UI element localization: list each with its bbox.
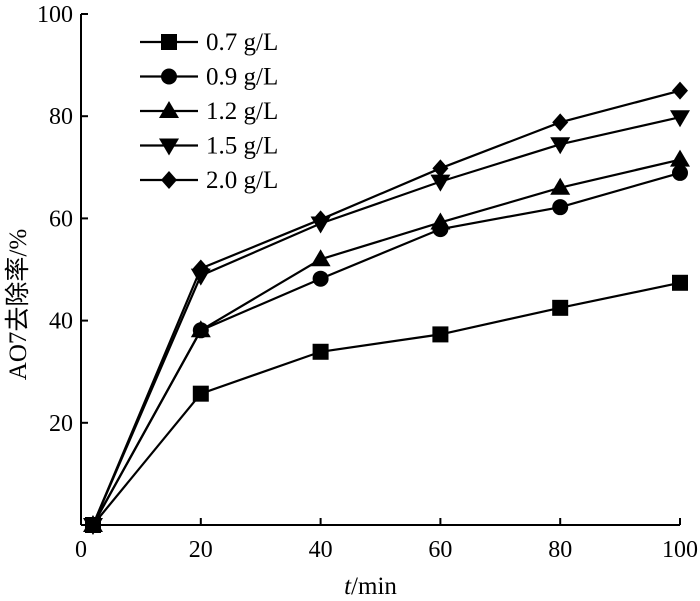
series-3-point-2 [190, 320, 211, 338]
y-tick-label-100: 100 [37, 2, 73, 28]
x-axis-title: t/min [344, 573, 397, 600]
series-3-point-5 [550, 177, 571, 195]
y-tick-label-40: 40 [49, 309, 73, 335]
legend-entry-5: 2.0 g/L [140, 167, 278, 194]
series-line-5 [91, 89, 681, 526]
series-line-4 [91, 116, 681, 526]
series-1-point-2 [192, 385, 209, 402]
legend-marker-5 [161, 171, 177, 189]
legend-label-5: 2.0 g/L [206, 167, 278, 194]
series-1-point-3 [312, 343, 329, 360]
legend-label-4: 1.5 g/L [206, 133, 278, 160]
series-5-point-2 [192, 259, 209, 278]
series-5-point-4 [432, 159, 449, 178]
x-tick-label-0: 0 [75, 537, 87, 563]
series-4-point-6 [670, 110, 690, 128]
series-1-point-4 [432, 326, 449, 343]
y-tick-label-80: 80 [49, 104, 73, 130]
series-3-point-6 [670, 149, 690, 167]
x-axis-title-variable: t [344, 573, 352, 600]
series-1-point-6 [672, 274, 688, 291]
series-4-point-4 [430, 174, 451, 192]
legend-label-2: 0.9 g/L [206, 64, 278, 91]
series-2-point-3 [312, 270, 329, 287]
x-tick-label-100: 100 [662, 537, 698, 563]
legend-entry-4: 1.5 g/L [140, 133, 278, 160]
series-5-point-1 [84, 516, 101, 534]
series-3 [82, 149, 690, 532]
series-line-2 [92, 171, 681, 526]
y-tick-label-60: 60 [49, 206, 73, 232]
series-3-point-3 [310, 249, 331, 267]
legend-entry-1: 0.7 g/L [140, 29, 278, 56]
x-tick-label-60: 60 [428, 537, 452, 563]
series-2-point-5 [552, 199, 569, 216]
legend-entry-2: 0.9 g/L [140, 64, 278, 91]
legend-marker-4 [159, 138, 179, 156]
series-line-3 [92, 158, 681, 526]
x-tick-label-40: 40 [309, 537, 333, 563]
axes [80, 14, 680, 526]
series-group [82, 81, 690, 535]
legend-marker-3 [159, 101, 179, 118]
y-tick-label-20: 20 [49, 411, 73, 437]
y-ticks: 20 40 60 80 100 [37, 2, 88, 437]
legend-label-3: 1.2 g/L [206, 98, 278, 125]
legend-entry-3: 1.2 g/L [140, 98, 278, 125]
series-4-point-5 [550, 137, 571, 155]
series-3-point-4 [430, 212, 451, 230]
legend-marker-2 [161, 68, 177, 85]
x-ticks: 0 20 40 60 80 100 [75, 518, 698, 563]
series-2-point-6 [672, 164, 688, 181]
series-5 [84, 81, 688, 534]
series-5-point-6 [672, 81, 688, 100]
legend: 0.7 g/L 0.9 g/L 1.2 g/L 1.5 g/L 2.0 g/L [140, 29, 278, 194]
series-2 [84, 164, 688, 533]
y-axis-title: AO7去除率/% [4, 229, 32, 380]
series-1 [84, 274, 688, 533]
legend-marker-1 [161, 34, 177, 50]
x-axis-title-unit: /min [351, 573, 397, 600]
x-tick-label-80: 80 [548, 537, 572, 563]
series-5-point-5 [552, 113, 569, 132]
series-1-point-5 [552, 299, 569, 316]
series-5-point-3 [312, 210, 329, 229]
series-4 [82, 110, 690, 535]
legend-label-1: 0.7 g/L [206, 29, 278, 56]
series-line-1 [92, 281, 681, 526]
x-tick-label-20: 20 [189, 537, 213, 563]
